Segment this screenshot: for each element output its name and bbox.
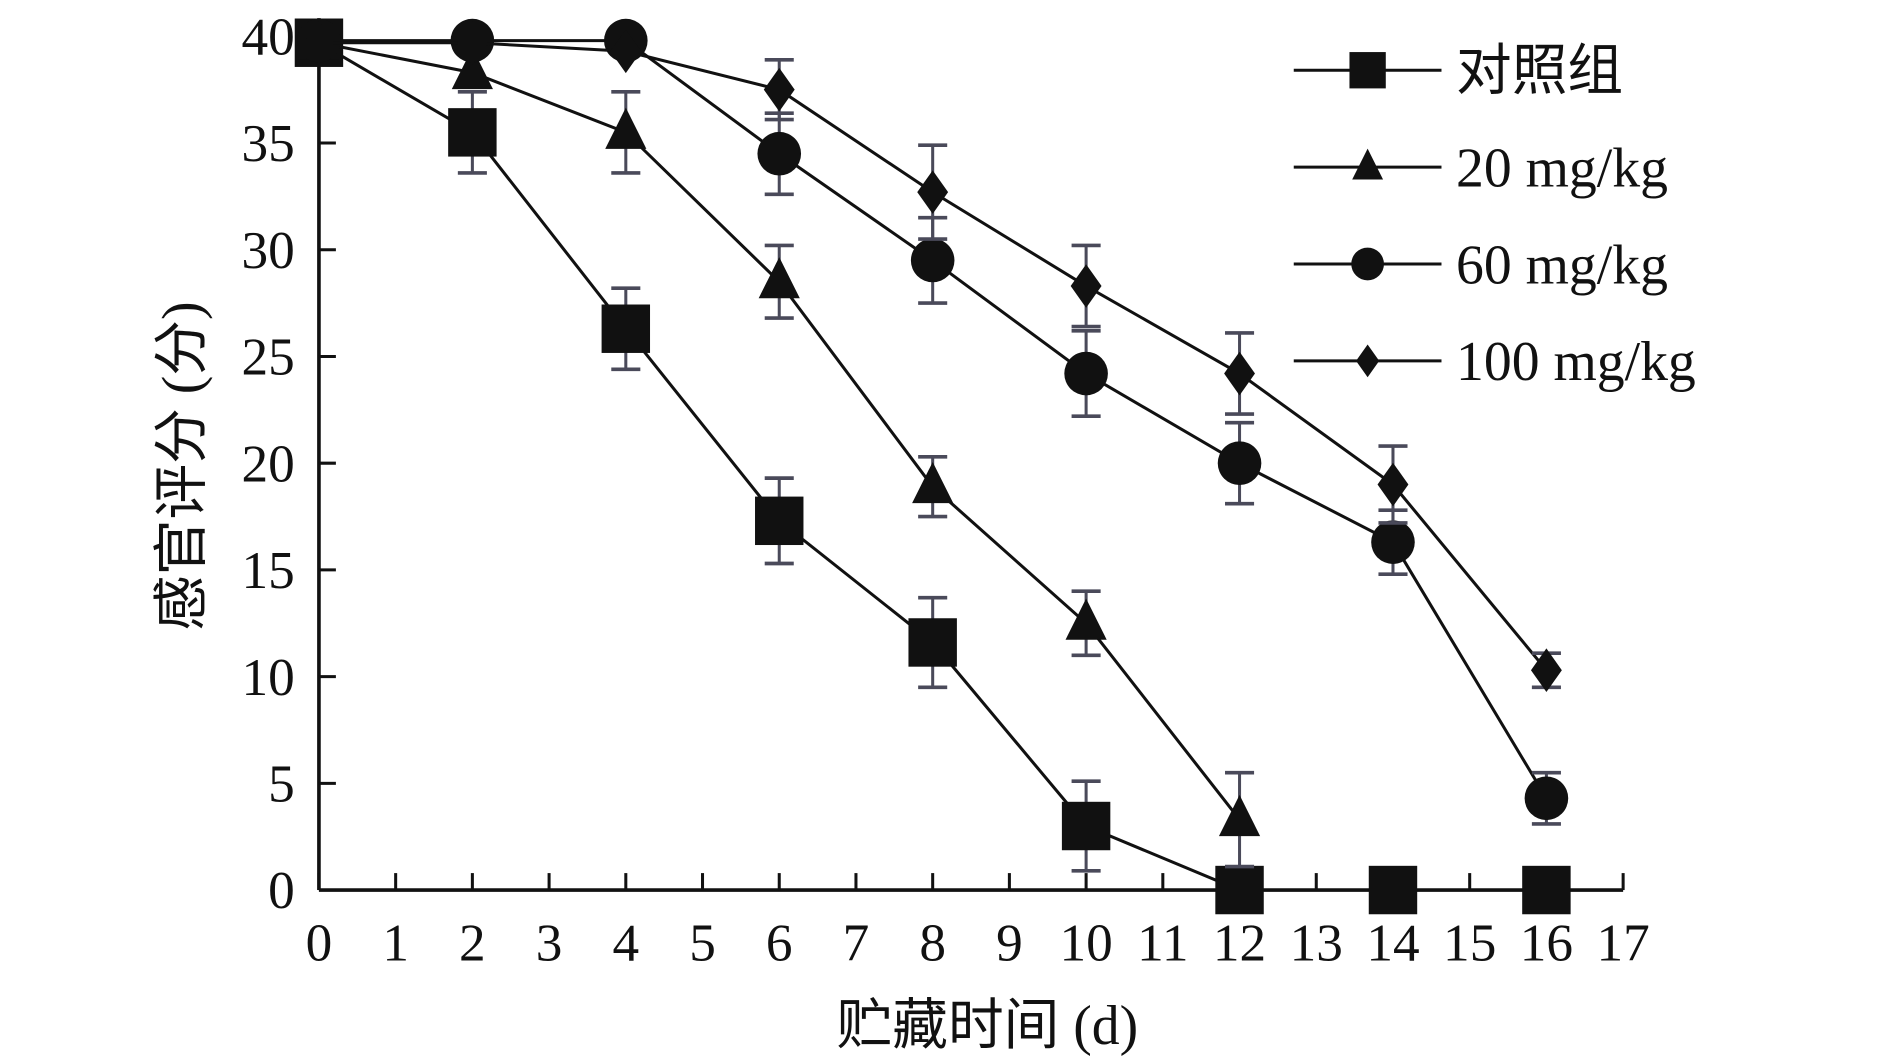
- x-tick-label: 7: [843, 913, 870, 972]
- data-point: [451, 47, 493, 90]
- legend-marker: [1356, 344, 1380, 378]
- legend-marker: [1351, 247, 1384, 281]
- x-tick-label: 9: [996, 913, 1023, 972]
- y-tick-label: 15: [241, 541, 294, 600]
- y-tick-label: 40: [241, 7, 294, 66]
- x-tick-label: 11: [1137, 913, 1188, 972]
- data-point: [448, 108, 497, 157]
- data-point: [601, 304, 651, 353]
- y-tick-label: 35: [241, 114, 294, 173]
- data-point: [1368, 865, 1418, 915]
- x-tick-label: 14: [1366, 913, 1419, 972]
- data-point: [912, 461, 954, 504]
- data-point: [757, 131, 802, 176]
- x-tick-label: 1: [382, 913, 409, 972]
- data-point: [1061, 801, 1111, 851]
- legend-label: 100 mg/kg: [1456, 331, 1696, 393]
- legend-label: 20 mg/kg: [1456, 137, 1668, 199]
- y-axis-label: 感官评分 (分): [151, 301, 213, 630]
- data-point: [908, 618, 957, 667]
- legend: 对照组 20 mg/kg 60 mg/kg 100 mg/kg: [1293, 41, 1696, 393]
- data-point: [917, 170, 949, 214]
- data-point: [1215, 865, 1264, 915]
- x-tick-label: 10: [1059, 913, 1112, 972]
- x-tick-label: 2: [459, 913, 486, 972]
- x-tick-label: 6: [766, 913, 793, 972]
- y-tick-label: 25: [241, 328, 294, 387]
- data-point: [1217, 441, 1262, 485]
- x-tick-label: 5: [689, 913, 716, 972]
- data-point: [605, 107, 647, 149]
- x-tick-label: 12: [1213, 913, 1266, 972]
- x-tick-label: 4: [612, 913, 639, 972]
- data-point: [755, 496, 804, 546]
- legend-label: 60 mg/kg: [1456, 234, 1668, 296]
- data-point: [1522, 865, 1571, 915]
- x-tick-label: 13: [1290, 913, 1343, 972]
- legend-marker: [1352, 148, 1384, 180]
- data-point: [910, 238, 955, 283]
- y-tick-label: 0: [268, 861, 295, 920]
- x-tick-label: 0: [306, 913, 333, 972]
- legend-marker: [1349, 52, 1386, 89]
- y-tick-label: 20: [241, 434, 294, 493]
- x-tick-label: 8: [919, 913, 946, 972]
- data-point: [1065, 598, 1107, 640]
- y-tick-label: 5: [268, 754, 295, 813]
- data-point: [1218, 794, 1261, 837]
- data-point: [1064, 351, 1108, 396]
- data-point: [763, 67, 795, 112]
- y-tick-label: 30: [241, 221, 294, 280]
- x-tick-label: 15: [1443, 913, 1496, 972]
- data-point: [1070, 264, 1102, 308]
- x-axis-label: 贮藏时间 (d): [837, 995, 1139, 1057]
- legend-label: 对照组: [1456, 41, 1623, 103]
- y-tick-label: 10: [241, 648, 294, 707]
- data-point: [758, 257, 800, 299]
- x-tick-label: 16: [1520, 913, 1573, 972]
- data-point: [1524, 776, 1569, 821]
- x-tick-label: 3: [536, 913, 563, 972]
- x-tick-label: 17: [1596, 913, 1649, 972]
- data-point: [1224, 351, 1255, 396]
- data-point: [610, 29, 642, 74]
- data-point: [1371, 520, 1415, 564]
